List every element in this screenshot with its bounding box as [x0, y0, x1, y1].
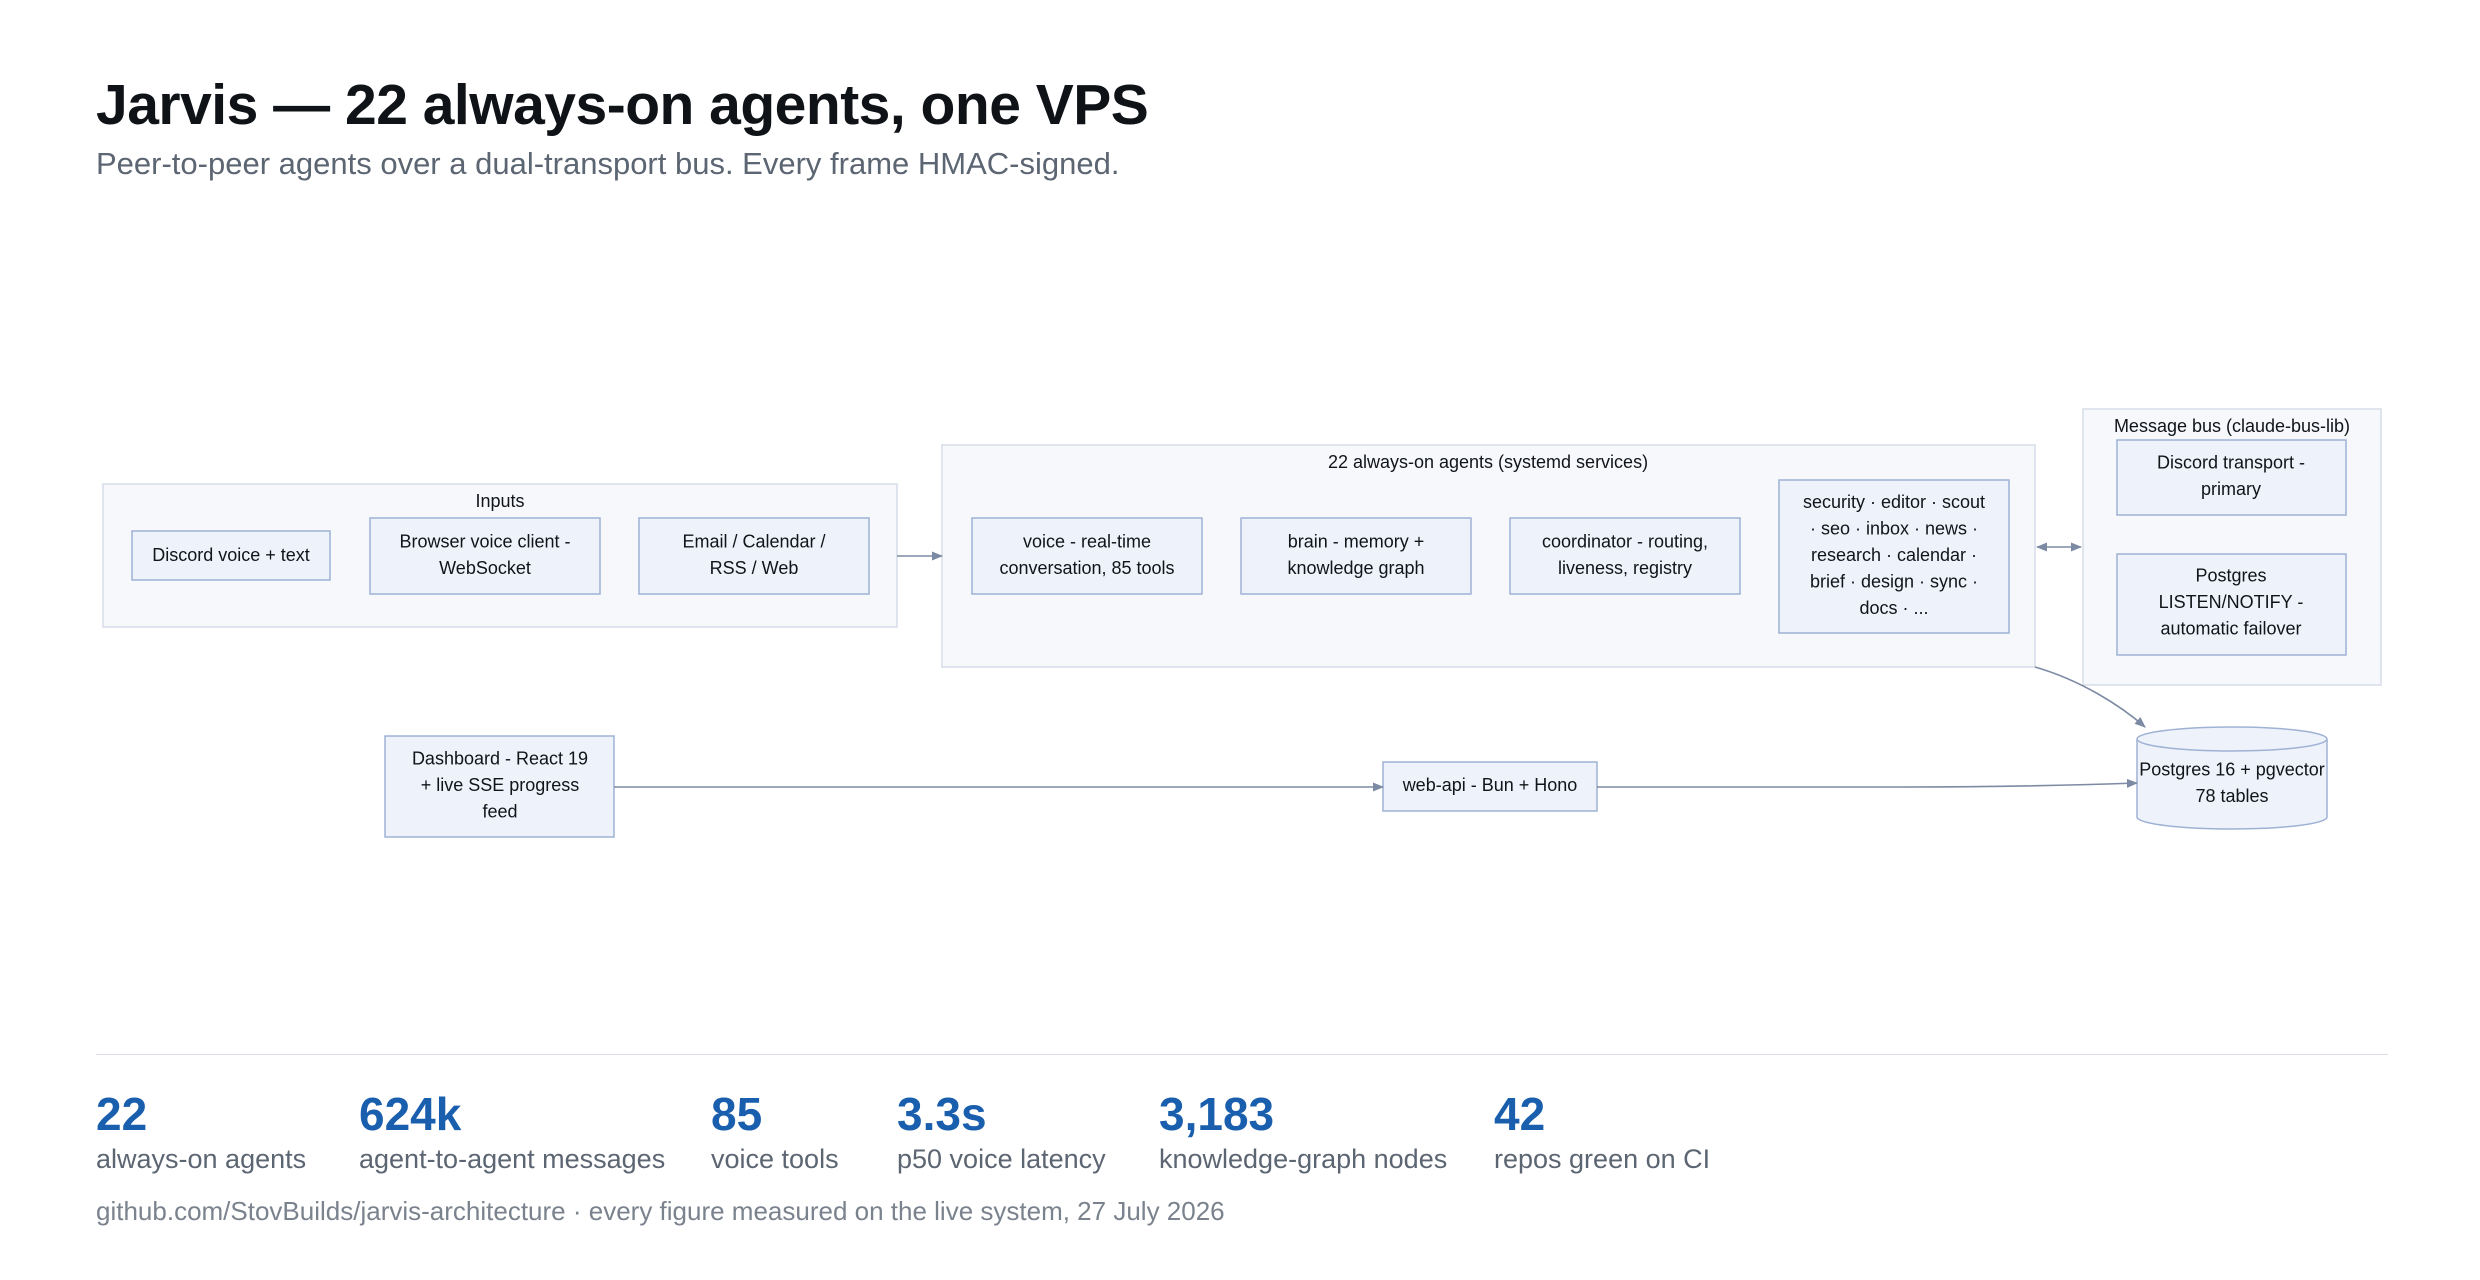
- label-line: coordinator - routing,: [1542, 532, 1708, 552]
- node-brain-agent-label: brain - memory + knowledge graph: [1287, 532, 1424, 579]
- stat-label: voice tools: [711, 1144, 839, 1174]
- label-line: Postgres: [2195, 565, 2266, 585]
- node-email-calendar-rss-label: Email / Calendar / RSS / Web: [682, 532, 825, 579]
- group-inputs-label: Inputs: [475, 491, 524, 511]
- label-line: Email / Calendar /: [682, 532, 825, 552]
- label-line: voice - real-time: [1023, 532, 1151, 552]
- stats-row: 22 always-on agents 624k agent-to-agent …: [0, 1086, 2480, 1176]
- node-discord-voice-text: Discord voice + text: [131, 530, 331, 581]
- node-web-api: web-api - Bun + Hono: [1382, 761, 1598, 812]
- label-line: Dashboard - React 19: [412, 748, 588, 768]
- stat-agents: 22 always-on agents: [96, 1086, 306, 1176]
- group-bus-label: Message bus (claude-bus-lib): [2114, 416, 2350, 436]
- label-line: conversation, 85 tools: [999, 558, 1174, 578]
- label-line: knowledge graph: [1287, 558, 1424, 578]
- label-line: liveness, registry: [1558, 558, 1692, 578]
- node-discord-transport-label: Discord transport - primary: [2157, 453, 2305, 500]
- stats-divider: [96, 1054, 2388, 1055]
- node-brain-agent: brain - memory + knowledge graph: [1240, 517, 1472, 595]
- stat-voice-tools: 85 voice tools: [711, 1086, 839, 1176]
- stat-value: 42: [1494, 1088, 1546, 1140]
- label-line: docs · ...: [1859, 598, 1928, 618]
- label-line: feed: [482, 801, 517, 821]
- node-discord-transport: Discord transport - primary: [2116, 439, 2347, 516]
- node-discord-voice-text-label: Discord voice + text: [152, 545, 310, 565]
- label-line: RSS / Web: [710, 558, 799, 578]
- label-line: Discord voice + text: [152, 545, 310, 565]
- stat-label: knowledge-graph nodes: [1159, 1144, 1448, 1174]
- group-agents-label: 22 always-on agents (systemd services): [1328, 452, 1648, 472]
- page-subtitle: Peer-to-peer agents over a dual-transpor…: [96, 146, 1120, 181]
- node-email-calendar-rss: Email / Calendar / RSS / Web: [638, 517, 870, 595]
- node-coordinator-agent: coordinator - routing, liveness, registry: [1509, 517, 1741, 595]
- label-line: + live SSE progress: [421, 775, 580, 795]
- label-line: security · editor · scout: [1803, 492, 1985, 512]
- label-line: Browser voice client -: [399, 532, 570, 552]
- edge-agents-to-postgres: [2034, 666, 2146, 728]
- footer-source: github.com/StovBuilds/jarvis-architectur…: [96, 1196, 1225, 1226]
- stat-label: always-on agents: [96, 1144, 307, 1174]
- label-line: brain - memory +: [1288, 532, 1425, 552]
- label-line: 78 tables: [2195, 786, 2268, 806]
- architecture-diagram: Inputs 22 always-on agents (systemd serv…: [102, 408, 2382, 838]
- stat-value: 624k: [359, 1088, 462, 1140]
- stat-value: 22: [96, 1088, 148, 1140]
- label-line: research · calendar ·: [1811, 545, 1977, 565]
- node-web-api-label: web-api - Bun + Hono: [1402, 775, 1578, 795]
- label-line: LISTEN/NOTIFY -: [2159, 592, 2304, 612]
- node-voice-agent: voice - real-time conversation, 85 tools: [971, 517, 1203, 595]
- stat-label: p50 voice latency: [897, 1144, 1106, 1174]
- stat-value: 3.3s: [897, 1088, 987, 1140]
- node-postgres-listen-notify-label: Postgres LISTEN/NOTIFY - automatic failove…: [2159, 565, 2304, 638]
- label-line: primary: [2201, 479, 2261, 499]
- label-line: WebSocket: [439, 558, 531, 578]
- stat-value: 3,183: [1159, 1088, 1275, 1140]
- node-coordinator-agent-label: coordinator - routing, liveness, registry: [1542, 532, 1708, 579]
- label-line: brief · design · sync ·: [1810, 571, 1978, 591]
- node-voice-agent-label: voice - real-time conversation, 85 tools: [999, 532, 1174, 579]
- node-dashboard-label: Dashboard - React 19 + live SSE progress f…: [412, 748, 588, 821]
- stat-label: repos green on CI: [1494, 1144, 1711, 1174]
- stat-kg-nodes: 3,183 knowledge-graph nodes: [1159, 1086, 1447, 1176]
- stat-repos-ci: 42 repos green on CI: [1494, 1086, 1710, 1176]
- stat-voice-latency: 3.3s p50 voice latency: [897, 1086, 1106, 1176]
- node-postgres-listen-notify: Postgres LISTEN/NOTIFY - automatic failove…: [2116, 553, 2347, 656]
- page-title: Jarvis — 22 always-on agents, one VPS: [96, 73, 1149, 137]
- label-line: automatic failover: [2160, 618, 2301, 638]
- node-browser-voice-client-label: Browser voice client - WebSocket: [399, 532, 570, 579]
- node-browser-voice-client: Browser voice client - WebSocket: [369, 517, 601, 595]
- edge-web-api-to-postgres: [1597, 778, 2139, 788]
- node-other-agents: security · editor · scout · seo · inbox ·…: [1778, 479, 2010, 634]
- node-postgres-database: Postgres 16 + pgvector 78 tables: [2136, 726, 2328, 830]
- label-line: Discord transport -: [2157, 453, 2305, 473]
- label-line: · seo · inbox · news ·: [1810, 518, 1978, 538]
- stat-messages: 624k agent-to-agent messages: [359, 1086, 665, 1176]
- label-line: Postgres 16 + pgvector: [2139, 760, 2325, 780]
- node-other-agents-label: security · editor · scout · seo · inbox ·…: [1803, 492, 1985, 618]
- node-dashboard: Dashboard - React 19 + live SSE progress f…: [384, 735, 615, 838]
- label-line: web-api - Bun + Hono: [1402, 775, 1578, 795]
- stat-label: agent-to-agent messages: [359, 1144, 666, 1174]
- stat-value: 85: [711, 1088, 763, 1140]
- node-postgres-database-label: Postgres 16 + pgvector 78 tables: [2139, 760, 2325, 807]
